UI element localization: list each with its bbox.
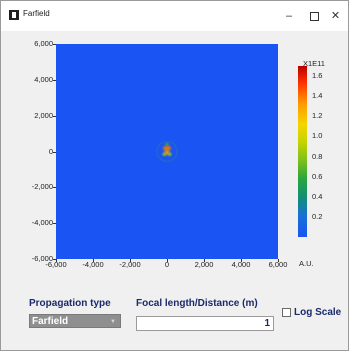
colorbar-tick-label: 0.6	[312, 171, 323, 181]
x-tick-label: -4,000	[82, 260, 104, 269]
window-title: Farfield	[23, 9, 50, 18]
y-tick-label: -2,000	[31, 182, 53, 192]
x-tick-label: 2,000	[194, 260, 214, 269]
colorbar-scale-label: X1E11	[303, 59, 325, 68]
x-tick-mark	[278, 259, 279, 262]
close-button[interactable]: ✕	[330, 10, 341, 22]
y-tick-label: -6,000	[31, 254, 53, 263]
x-tick-label: 6,000	[268, 260, 288, 269]
controls-panel: Propagation type Farfield ▼ Focal length…	[1, 296, 348, 350]
colorbar-tick-label: 1.0	[312, 131, 323, 141]
propagation-type-value: Farfield	[32, 316, 69, 327]
y-tick-mark	[53, 223, 56, 225]
y-tick-mark	[53, 115, 56, 117]
colorbar-tick-label: 1.2	[312, 111, 323, 121]
focal-length-input[interactable]	[136, 316, 274, 331]
x-tick-mark	[56, 259, 57, 262]
intensity-spot	[161, 151, 168, 158]
x-tick-label: 0	[164, 260, 170, 269]
title-bar: Farfield – ✕	[1, 1, 348, 31]
y-tick-mark	[53, 151, 56, 153]
colorbar-tick-label: 0.4	[312, 191, 323, 201]
log-scale-checkbox[interactable]	[282, 308, 291, 317]
x-tick-label: 4,000	[231, 260, 251, 269]
x-tick-label: -6,000	[45, 260, 67, 269]
intensity-halo	[156, 140, 178, 163]
y-tick-label: 4,000	[34, 74, 53, 84]
log-scale-label: Log Scale	[294, 307, 342, 318]
colorbar-tick-label: 0.2	[312, 211, 323, 221]
intensity-spot	[164, 141, 170, 148]
propagation-type-select[interactable]: Farfield ▼	[29, 314, 121, 328]
colorbar-tick-label: 1.6	[312, 71, 323, 81]
chevron-down-icon: ▼	[110, 319, 116, 325]
x-tick-mark	[167, 259, 168, 262]
y-tick-mark	[53, 187, 56, 189]
heatmap-canvas	[56, 44, 278, 259]
x-tick-mark	[93, 259, 94, 262]
colorbar-tick-label: 1.4	[312, 91, 323, 101]
x-tick-label: -2,000	[119, 260, 141, 269]
y-tick-mark	[53, 44, 56, 45]
x-tick-mark	[241, 259, 242, 262]
y-tick-label: 2,000	[34, 110, 53, 120]
x-tick-mark	[130, 259, 131, 262]
app-icon	[9, 10, 19, 20]
focal-length-label: Focal length/Distance (m)	[136, 298, 258, 309]
y-tick-label: -4,000	[31, 218, 53, 228]
farfield-plot: 6,000 4,000 2,000 0 -2,000 -4,000 -6,000 -6,00…	[1, 31, 348, 281]
y-tick-mark	[53, 259, 56, 260]
propagation-type-label: Propagation type	[29, 298, 111, 309]
minimize-button[interactable]: –	[285, 10, 293, 22]
maximize-button[interactable]	[295, 1, 333, 31]
y-tick-label: 0	[48, 146, 53, 156]
intensity-spot	[166, 151, 173, 158]
colorbar	[298, 66, 307, 237]
maximize-icon	[309, 11, 319, 21]
colorbar-unit-label: A.U.	[299, 259, 314, 268]
heatmap-svg	[156, 140, 178, 163]
y-tick-label: 6,000	[34, 39, 53, 48]
x-tick-mark	[204, 259, 205, 262]
colorbar-tick-label: 0.8	[312, 151, 323, 161]
y-tick-mark	[53, 79, 56, 81]
